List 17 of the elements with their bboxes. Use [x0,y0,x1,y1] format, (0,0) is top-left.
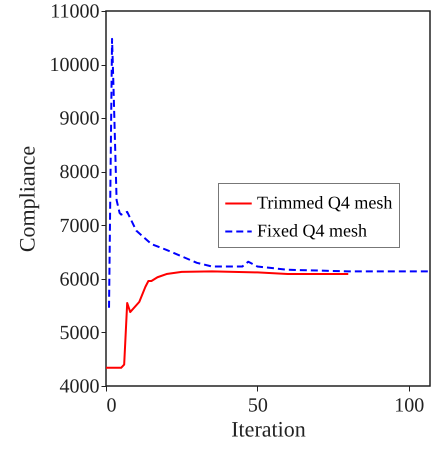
y-tick-label: 10000 [50,54,100,76]
y-axis-title: Compliance [14,146,40,252]
x-axis-title: Iteration [231,416,306,442]
legend-label: Trimmed Q4 mesh [257,192,392,212]
x-tick-label: 0 [106,394,116,416]
y-tick-label: 11000 [50,0,100,22]
line-series [106,270,350,369]
y-tick-label: 4000 [60,376,100,398]
legend-label: Fixed Q4 mesh [257,220,367,240]
x-tick-label: 100 [394,394,424,416]
y-tick-label: 8000 [60,161,100,184]
line-series [108,38,430,309]
y-tick-label: 5000 [60,322,100,344]
y-tick-label: 9000 [60,108,100,130]
y-tick-label: 7000 [60,214,100,237]
x-tick-label: 50 [248,394,268,416]
y-tick-label: 6000 [60,268,100,290]
